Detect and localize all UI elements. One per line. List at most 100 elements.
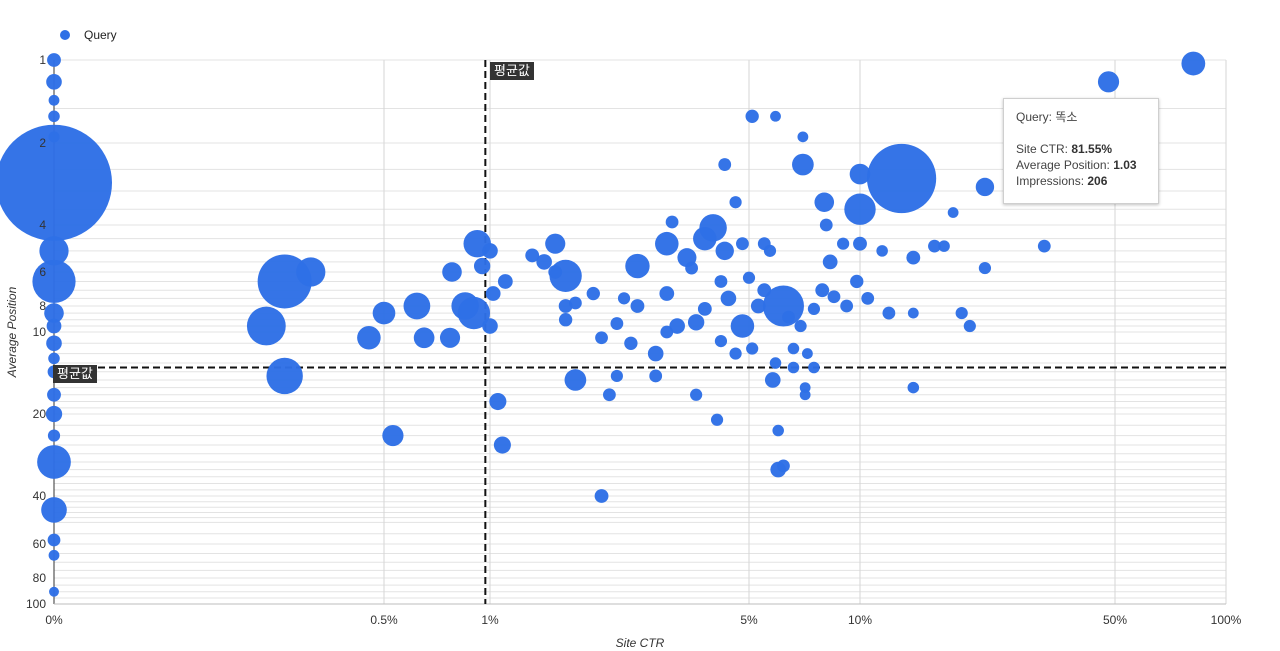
data-point: [718, 158, 732, 171]
data-point: [610, 369, 623, 383]
data-point: [963, 319, 976, 333]
data-point: [742, 271, 756, 284]
y-tick-label: 20: [33, 407, 47, 421]
data-point: [861, 291, 875, 305]
data-point: [799, 389, 811, 401]
data-point: [39, 236, 69, 266]
data-point: [736, 237, 749, 251]
data-point: [710, 413, 724, 426]
data-point: [246, 306, 286, 346]
data-point: [814, 192, 835, 213]
data-point: [797, 131, 809, 143]
data-point: [770, 110, 781, 122]
data-point: [382, 424, 404, 447]
data-point: [647, 345, 664, 362]
data-point: [876, 245, 888, 257]
data-point: [485, 286, 501, 301]
tooltip-ctr-label: Site CTR:: [1016, 142, 1069, 156]
data-point: [594, 489, 609, 503]
data-point: [975, 177, 995, 197]
data-point: [49, 586, 59, 597]
data-point: [906, 250, 921, 265]
x-tick-label: 100%: [1211, 613, 1242, 627]
data-point: [357, 326, 381, 350]
data-point: [772, 424, 784, 437]
y-tick-label: 100: [26, 597, 46, 611]
data-point: [787, 342, 800, 355]
data-point: [442, 262, 462, 282]
y-tick-label: 6: [39, 265, 46, 279]
tooltip-pos-row: Average Position: 1.03: [1016, 157, 1146, 173]
data-point: [714, 275, 728, 288]
x-tick-label: 0%: [45, 613, 63, 627]
data-point: [807, 302, 821, 315]
data-point: [844, 193, 876, 225]
x-tick-label: 50%: [1103, 613, 1127, 627]
data-point: [586, 286, 600, 301]
data-point: [32, 259, 76, 304]
data-point: [1037, 239, 1051, 253]
tooltip-ctr-row: Site CTR: 81.55%: [1016, 141, 1146, 157]
data-point: [655, 231, 679, 256]
data-point: [624, 336, 638, 350]
data-point: [482, 243, 498, 259]
data-point: [808, 361, 820, 374]
data-point: [745, 109, 759, 123]
data-point: [48, 549, 60, 561]
data-point: [714, 335, 728, 348]
data-point: [777, 459, 790, 473]
tooltip-imp-value: 206: [1087, 174, 1108, 188]
y-tick-label: 4: [39, 218, 46, 232]
data-point: [669, 318, 685, 334]
data-point: [457, 296, 491, 330]
tooltip-imp-label: Impressions:: [1016, 174, 1085, 188]
data-point: [690, 388, 703, 401]
data-point: [794, 319, 807, 333]
data-point: [1181, 51, 1206, 76]
data-point: [46, 335, 62, 352]
tooltip-query-label: Query:: [1016, 110, 1053, 124]
tooltip-query-row: Query: 똑소: [1016, 109, 1146, 125]
data-point: [536, 254, 552, 270]
data-point: [525, 248, 540, 263]
data-point: [938, 240, 950, 252]
x-tick-label: 5%: [740, 613, 758, 627]
x-tick-label: 0.5%: [370, 613, 398, 627]
data-point: [697, 301, 712, 316]
data-point: [630, 299, 645, 313]
tooltip-imp-row: Impressions: 206: [1016, 173, 1146, 189]
data-point: [46, 318, 62, 334]
data-point: [44, 303, 64, 323]
data-point: [47, 533, 61, 547]
data-point: [37, 445, 71, 479]
data-point: [947, 207, 959, 218]
data-point: [549, 259, 582, 293]
y-tick-label: 2: [39, 136, 46, 150]
data-point: [439, 327, 461, 348]
data-point: [473, 257, 491, 275]
tooltip-pos-value: 1.03: [1113, 158, 1137, 172]
data-point: [47, 53, 61, 67]
data-point: [729, 347, 742, 360]
data-point: [849, 163, 871, 185]
avg-label-vertical: 평균값: [490, 62, 534, 80]
tooltip-query-value: 똑소: [1055, 110, 1078, 124]
data-point: [46, 74, 62, 90]
data-point: [715, 241, 734, 261]
x-tick-label: 10%: [848, 613, 872, 627]
data-point: [603, 388, 616, 402]
data-point: [649, 369, 663, 383]
axis-labels: 0% 0.5% 1% 5% 10% 50% 100% 1 2 4 6 8 10 20 40 60 80 100 Si…: [5, 53, 1242, 650]
y-tick-label: 8: [39, 299, 46, 313]
data-point: [837, 237, 850, 250]
data-point: [47, 387, 61, 402]
data-point: [403, 292, 431, 320]
tooltip-ctr-value: 81.55%: [1071, 142, 1113, 156]
legend-label: Query: [84, 28, 117, 42]
avg-label-horizontal: 평균값: [53, 365, 97, 383]
data-point: [955, 306, 968, 320]
data-point: [819, 218, 833, 232]
data-point: [907, 381, 920, 394]
grid-lines: [54, 59, 1227, 605]
data-point: [853, 236, 867, 251]
